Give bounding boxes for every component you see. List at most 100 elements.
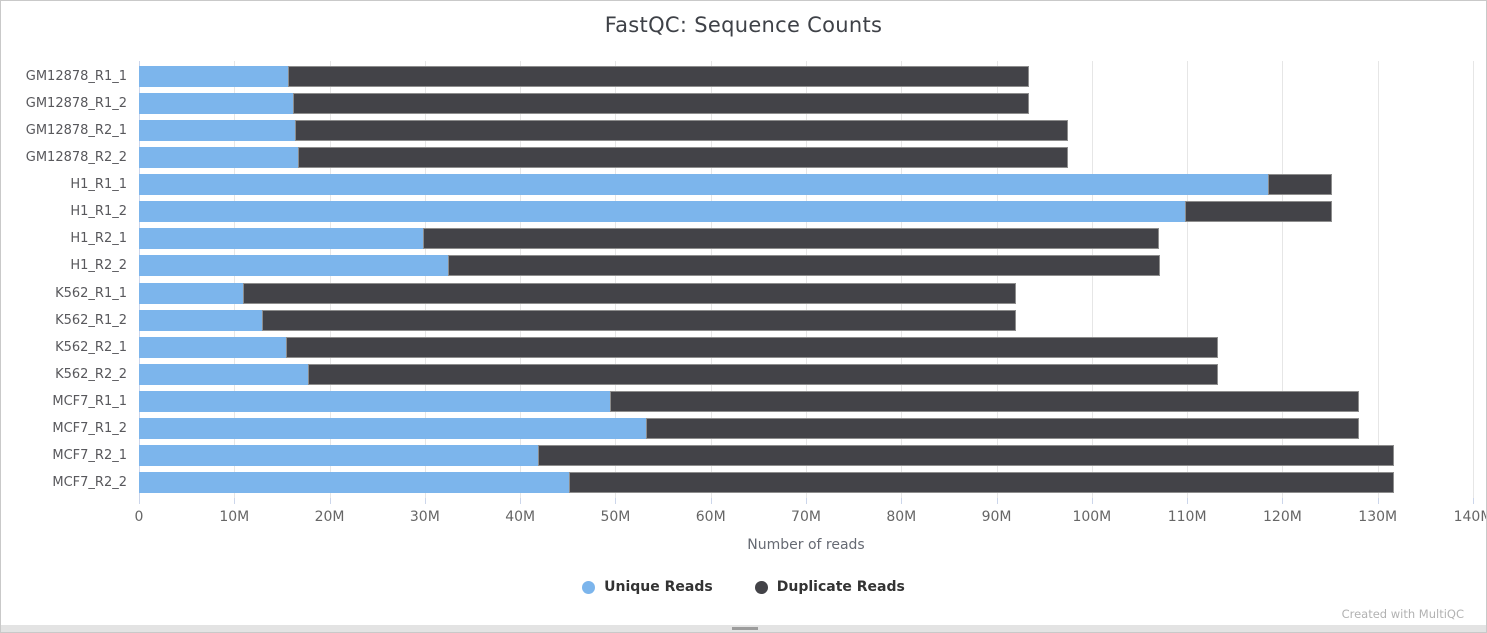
y-axis-labels: GM12878_R1_1 GM12878_R1_2 GM12878_R2_1 GM12… [1,61,127,498]
bar-segment-unique[interactable] [139,336,286,358]
bar-row [139,442,1473,469]
gridlines [139,61,1474,498]
bar-segment-unique[interactable] [139,390,610,412]
x-axis-title: Number of reads [747,537,865,553]
plot-area [139,61,1474,498]
bar-segment-duplicate[interactable] [242,282,1016,304]
x-tick-mark [996,498,998,504]
x-tick-label: 20M [314,509,345,525]
bar-segment-duplicate[interactable] [538,444,1394,466]
bar-row [139,117,1473,144]
bar-segment-duplicate[interactable] [609,390,1359,412]
bar-segment-duplicate[interactable] [422,228,1160,250]
x-tick-label: 30M [409,509,440,525]
x-tick-label: 130M [1358,509,1398,525]
gridline [1091,61,1093,498]
bar-segment-duplicate[interactable] [447,255,1160,277]
bars-layer [139,61,1473,498]
x-tick-mark [1091,498,1093,504]
x-tick-label: 100M [1072,509,1112,525]
x-tick-label: 0 [134,509,144,525]
bar-segment-unique[interactable] [139,228,423,250]
bar-segment-unique[interactable] [139,66,288,88]
y-axis-label: H1_R2_2 [70,258,127,274]
horizontal-scrollbar-thumb[interactable] [732,627,758,630]
bar-segment-unique[interactable] [139,444,539,466]
x-tick-label: 60M [695,509,726,525]
legend: Unique Reads Duplicate Reads [1,579,1486,595]
x-tick-mark [1282,498,1284,504]
gridline [806,61,807,498]
gridline [1473,61,1474,498]
bar-segment-duplicate[interactable] [307,363,1218,385]
legend-item-duplicate-reads[interactable]: Duplicate Reads [754,579,905,595]
chart-title: FastQC: Sequence Counts [604,13,883,37]
x-tick-mark [1473,498,1474,504]
y-axis-label: K562_R2_1 [55,339,127,355]
gridline [710,61,712,498]
bar-segment-duplicate[interactable] [285,336,1218,358]
bar-segment-duplicate[interactable] [261,309,1016,331]
y-axis-line [139,61,140,498]
x-tick-mark [615,498,617,504]
bar-segment-unique[interactable] [139,201,1186,223]
y-axis-label: GM12878_R2_1 [25,123,127,139]
gridline [615,61,617,498]
y-axis-label: H1_R2_1 [70,231,127,247]
bar-segment-unique[interactable] [139,282,243,304]
bar-row [139,225,1473,252]
bar-segment-unique[interactable] [139,174,1269,196]
gridline [234,61,236,498]
bar-segment-duplicate[interactable] [295,120,1069,142]
bar-segment-unique[interactable] [139,363,308,385]
y-axis-label: K562_R1_1 [55,285,127,301]
bar-row [139,388,1473,415]
bar-row [139,144,1473,171]
x-tick-mark [329,498,331,504]
bar-row [139,252,1473,279]
x-tick-mark [139,498,140,504]
y-axis-label: H1_R1_1 [70,177,127,193]
bar-segment-duplicate[interactable] [1185,201,1332,223]
x-tick-label: 90M [981,509,1012,525]
bar-segment-unique[interactable] [139,93,294,115]
bar-segment-duplicate[interactable] [568,471,1394,493]
bar-segment-unique[interactable] [139,120,296,142]
legend-label: Unique Reads [604,579,713,595]
x-tick-mark [806,498,807,504]
bar-segment-duplicate[interactable] [287,66,1029,88]
x-tick-label: 10M [219,509,250,525]
bar-segment-duplicate[interactable] [293,93,1029,115]
footer-credit[interactable]: Created with MultiQC [1341,607,1464,621]
gridline [901,61,903,498]
y-axis-label: K562_R2_2 [55,366,127,382]
bar-segment-duplicate[interactable] [645,417,1359,439]
bar-segment-unique[interactable] [139,255,448,277]
bar-row [139,280,1473,307]
bar-segment-duplicate[interactable] [1268,174,1332,196]
gridline [329,61,331,498]
horizontal-scrollbar-track[interactable] [1,625,1486,632]
x-tick-mark [1187,498,1189,504]
gridline [520,61,522,498]
y-axis-label: GM12878_R2_2 [25,150,127,166]
bar-segment-unique[interactable] [139,471,569,493]
bar-row [139,198,1473,225]
legend-item-unique-reads[interactable]: Unique Reads [582,579,713,595]
x-tick-label: 80M [886,509,917,525]
bar-row [139,469,1473,496]
x-tick-label: 140M [1453,509,1486,525]
bar-segment-unique[interactable] [139,417,646,439]
bar-row [139,90,1473,117]
x-tick-label: 120M [1263,509,1302,525]
bar-segment-unique[interactable] [139,309,262,331]
bar-segment-unique[interactable] [139,147,299,169]
bar-segment-duplicate[interactable] [298,147,1069,169]
x-tick-mark [1377,498,1379,504]
y-axis-label: MCF7_R1_2 [52,420,127,436]
y-axis-label: MCF7_R2_1 [52,447,127,463]
bar-row [139,334,1473,361]
x-tick-label: 50M [600,509,631,525]
gridline [1282,61,1284,498]
legend-label: Duplicate Reads [776,579,905,595]
